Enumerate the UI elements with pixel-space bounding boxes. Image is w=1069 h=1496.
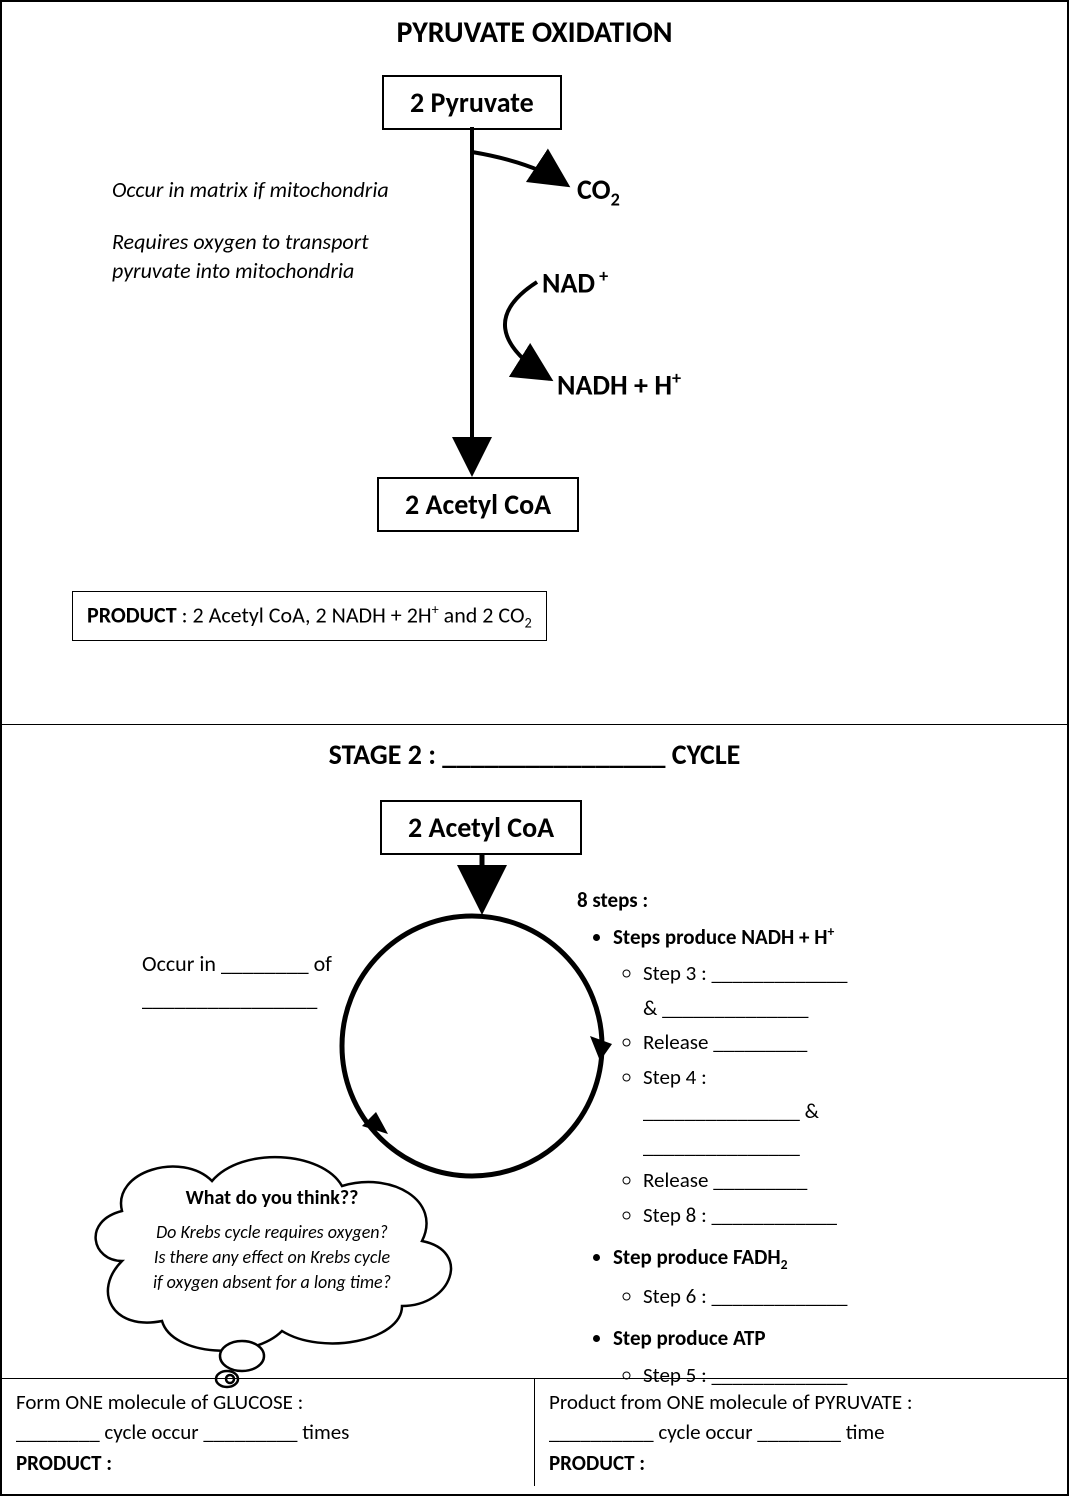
nadh-steps-heading: Steps produce NADH + H+ Step 3 : _______… bbox=[613, 921, 1007, 1232]
side-note-2: Requires oxygen to transport pyruvate in… bbox=[112, 227, 412, 286]
glucose-summary: Form ONE molecule of GLUCOSE : ________ … bbox=[2, 1379, 535, 1486]
steps-block: 8 steps : Steps produce NADH + H+ Step 3… bbox=[577, 884, 1007, 1393]
co2-label: CO2 bbox=[577, 172, 620, 211]
product-box: PRODUCT : 2 Acetyl CoA, 2 NADH + 2H+ and… bbox=[72, 591, 547, 641]
stage2-title: STAGE 2 : ________________ CYCLE bbox=[2, 725, 1067, 776]
side-notes: Occur in matrix if mitochondria Requires… bbox=[112, 175, 412, 308]
acetyl-coa-box-2: 2 Acetyl CoA bbox=[380, 800, 582, 855]
page: PYRUVATE OXIDATION 2 Pyruvate Occur in m… bbox=[0, 0, 1069, 1496]
occur-in-text: Occur in ________ of ________________ bbox=[142, 946, 422, 1016]
pyruvate-oxidation-section: 2 Pyruvate Occur in matrix if mitochondr… bbox=[2, 57, 1067, 725]
acetyl-coa-box: 2 Acetyl CoA bbox=[377, 477, 579, 532]
pyruvate-box: 2 Pyruvate bbox=[382, 75, 562, 130]
pyruvate-summary: Product from ONE molecule of PYRUVATE : … bbox=[535, 1379, 1067, 1486]
thought-text: What do you think?? Do Krebs cycle requi… bbox=[122, 1186, 422, 1296]
side-note-1: Occur in matrix if mitochondria bbox=[112, 175, 412, 205]
page-title: PYRUVATE OXIDATION bbox=[2, 2, 1067, 57]
nadh-label: NADH + H+ bbox=[557, 367, 681, 402]
bottom-summary-grid: Form ONE molecule of GLUCOSE : ________ … bbox=[2, 1378, 1067, 1486]
thought-cloud: What do you think?? Do Krebs cycle requi… bbox=[72, 1131, 472, 1381]
krebs-cycle-section: 2 Acetyl CoA Occur in ________ of ______… bbox=[2, 776, 1067, 1486]
nad-label: NAD+ bbox=[542, 265, 608, 300]
fadh-step-heading: Step produce FADH2 Step 6 : ____________… bbox=[613, 1241, 1007, 1312]
